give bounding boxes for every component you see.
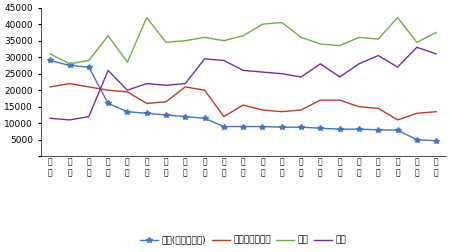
高中（含中专） — [356, 105, 362, 108]
大学(大专及以上) — [67, 64, 72, 67]
大学(大专及以上) — [298, 126, 304, 129]
初中 — [279, 21, 284, 24]
高中（含中专） — [240, 104, 246, 107]
小学 — [86, 115, 91, 118]
小学 — [356, 62, 362, 65]
高中（含中专） — [67, 82, 72, 85]
初中 — [202, 36, 207, 39]
小学 — [67, 118, 72, 121]
初中 — [318, 43, 323, 46]
小学 — [105, 69, 111, 72]
高中（含中专） — [376, 107, 381, 110]
高中（含中专） — [221, 115, 227, 118]
高中（含中专） — [163, 100, 169, 103]
初中 — [433, 31, 439, 34]
高中（含中专） — [414, 112, 419, 115]
高中（含中专） — [337, 99, 342, 102]
大学(大专及以上) — [240, 125, 246, 128]
大学(大专及以上) — [395, 129, 400, 132]
小学 — [144, 82, 149, 85]
大学(大专及以上) — [318, 127, 323, 130]
高中（含中专） — [48, 85, 53, 88]
高中（含中专） — [144, 102, 149, 105]
大学(大专及以上) — [125, 110, 130, 113]
初中 — [48, 52, 53, 55]
Line: 小学: 小学 — [50, 47, 436, 120]
初中 — [86, 59, 91, 62]
大学(大专及以上) — [433, 139, 439, 142]
初中 — [260, 23, 265, 26]
大学(大专及以上) — [337, 128, 342, 131]
大学(大专及以上) — [202, 117, 207, 120]
初中 — [221, 39, 227, 42]
小学 — [376, 54, 381, 57]
小学 — [298, 76, 304, 79]
高中（含中专） — [125, 90, 130, 93]
小学 — [395, 66, 400, 69]
小学 — [240, 69, 246, 72]
初中 — [163, 41, 169, 44]
小学 — [48, 117, 53, 120]
初中 — [395, 16, 400, 19]
初中 — [298, 36, 304, 39]
小学 — [433, 52, 439, 55]
大学(大专及以上) — [144, 112, 149, 115]
小学 — [337, 76, 342, 79]
大学(大专及以上) — [356, 128, 362, 131]
大学(大专及以上) — [260, 125, 265, 128]
初中 — [183, 39, 188, 42]
小学 — [221, 59, 227, 62]
大学(大专及以上) — [279, 126, 284, 129]
大学(大专及以上) — [48, 59, 53, 62]
高中（含中专） — [433, 110, 439, 113]
小学 — [318, 62, 323, 65]
小学 — [183, 82, 188, 85]
Line: 初中: 初中 — [50, 18, 436, 64]
初中 — [414, 41, 419, 44]
初中 — [144, 16, 149, 19]
高中（含中专） — [183, 85, 188, 88]
初中 — [67, 62, 72, 65]
初中 — [337, 44, 342, 47]
小学 — [260, 71, 265, 74]
小学 — [125, 89, 130, 92]
高中（含中专） — [298, 109, 304, 112]
高中（含中专） — [279, 110, 284, 113]
大学(大专及以上) — [183, 115, 188, 118]
初中 — [376, 38, 381, 41]
高中（含中专） — [202, 89, 207, 92]
高中（含中专） — [86, 85, 91, 88]
大学(大专及以上) — [163, 113, 169, 116]
高中（含中专） — [395, 118, 400, 121]
小学 — [202, 57, 207, 60]
初中 — [125, 61, 130, 64]
大学(大专及以上) — [376, 128, 381, 131]
高中（含中专） — [260, 109, 265, 112]
大学(大专及以上) — [86, 66, 91, 69]
Line: 大学(大专及以上): 大学(大专及以上) — [47, 58, 439, 143]
初中 — [240, 34, 246, 37]
大学(大专及以上) — [221, 125, 227, 128]
小学 — [414, 46, 419, 49]
Line: 高中（含中专）: 高中（含中专） — [50, 84, 436, 120]
高中（含中专） — [105, 89, 111, 92]
小学 — [163, 84, 169, 87]
初中 — [105, 34, 111, 37]
大学(大专及以上) — [105, 102, 111, 105]
初中 — [356, 36, 362, 39]
Legend: 大学(大专及以上), 高中（含中专）, 初中, 小学: 大学(大专及以上), 高中（含中专）, 初中, 小学 — [136, 232, 350, 248]
小学 — [279, 72, 284, 75]
高中（含中专） — [318, 99, 323, 102]
大学(大专及以上) — [414, 138, 419, 141]
